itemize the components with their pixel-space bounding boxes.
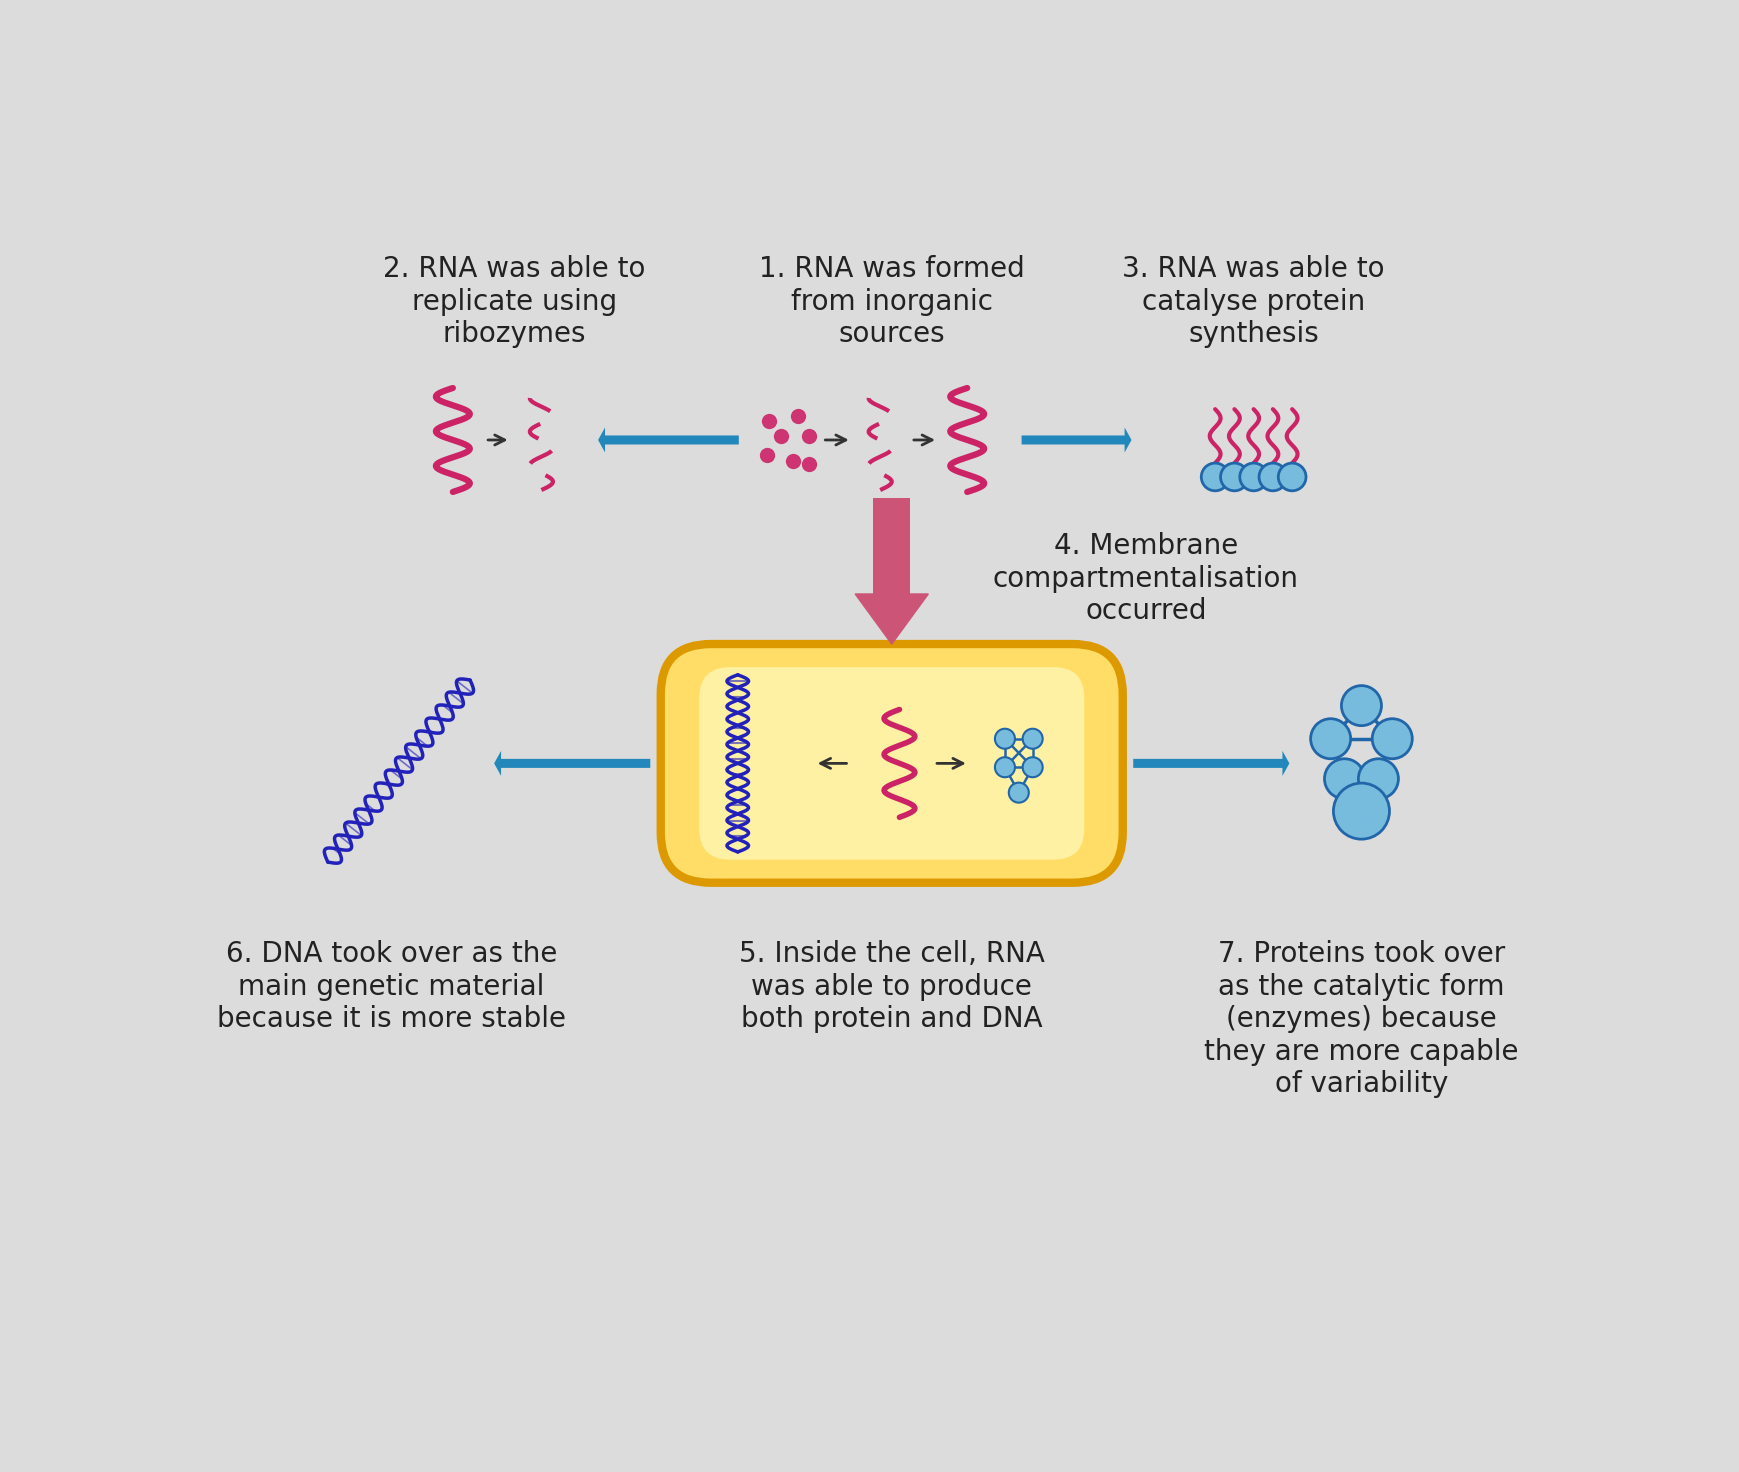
Circle shape: [1240, 464, 1266, 490]
Circle shape: [1023, 757, 1042, 777]
Polygon shape: [854, 595, 929, 645]
FancyBboxPatch shape: [661, 645, 1122, 883]
Circle shape: [1372, 718, 1412, 758]
Circle shape: [1023, 729, 1042, 749]
Circle shape: [1278, 464, 1306, 490]
Circle shape: [1332, 783, 1389, 839]
Circle shape: [995, 757, 1014, 777]
Circle shape: [1219, 464, 1247, 490]
FancyBboxPatch shape: [699, 667, 1083, 860]
Circle shape: [1259, 464, 1287, 490]
Bar: [873, 498, 909, 595]
Text: 4. Membrane
compartmentalisation
occurred: 4. Membrane compartmentalisation occurre…: [993, 533, 1297, 626]
Circle shape: [1358, 758, 1398, 799]
Text: 6. DNA took over as the
main genetic material
because it is more stable: 6. DNA took over as the main genetic mat…: [217, 941, 565, 1033]
Text: 1. RNA was formed
from inorganic
sources: 1. RNA was formed from inorganic sources: [758, 255, 1024, 347]
Circle shape: [995, 729, 1014, 749]
Circle shape: [1200, 464, 1228, 490]
Text: 7. Proteins took over
as the catalytic form
(enzymes) because
they are more capa: 7. Proteins took over as the catalytic f…: [1203, 941, 1518, 1098]
Circle shape: [1309, 718, 1349, 758]
Text: 2. RNA was able to
replicate using
ribozymes: 2. RNA was able to replicate using riboz…: [383, 255, 645, 347]
Text: 5. Inside the cell, RNA
was able to produce
both protein and DNA: 5. Inside the cell, RNA was able to prod…: [739, 941, 1043, 1033]
Circle shape: [1009, 783, 1028, 802]
Text: 3. RNA was able to
catalyse protein
synthesis: 3. RNA was able to catalyse protein synt…: [1122, 255, 1384, 347]
Circle shape: [1341, 686, 1381, 726]
Circle shape: [1323, 758, 1363, 799]
